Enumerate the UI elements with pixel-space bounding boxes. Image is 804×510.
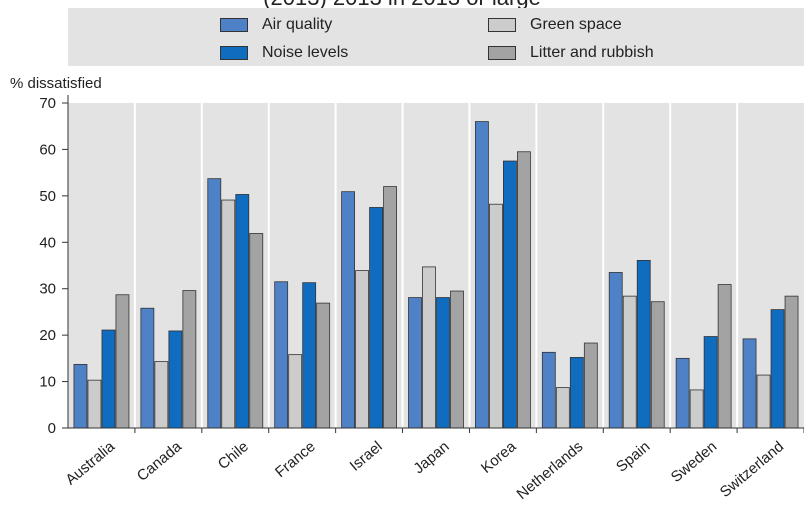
bar-noise-levels-chile <box>235 194 250 429</box>
bar-litter-and-rubbish-france <box>316 302 331 429</box>
y-tick-label: 40 <box>39 234 56 251</box>
bar-green-space-france <box>288 354 303 429</box>
bar-noise-levels-france <box>302 282 317 429</box>
x-tick-label-sweden: Sweden <box>668 438 720 486</box>
bar-green-space-netherlands <box>555 387 570 429</box>
bar-litter-and-rubbish-australia <box>115 294 130 429</box>
legend-entry-green-space: Green space <box>488 16 622 34</box>
y-tick-label: 0 <box>48 420 56 437</box>
legend-swatch-green-space <box>488 18 516 32</box>
bar-noise-levels-netherlands <box>569 357 584 429</box>
bar-green-space-sweden <box>689 389 704 429</box>
bar-air-quality-netherlands <box>541 351 556 429</box>
chart-title: (2013) 2013 in 2013 or large <box>0 0 804 8</box>
bar-green-space-israel <box>355 270 369 429</box>
bar-noise-levels-korea <box>503 160 517 429</box>
x-tick-label-korea: Korea <box>478 438 520 477</box>
bar-litter-and-rubbish-israel <box>383 186 397 429</box>
x-tick-label-australia: Australia <box>62 438 118 489</box>
y-tick-label: 30 <box>39 281 56 298</box>
bar-air-quality-japan <box>408 297 422 429</box>
bar-noise-levels-australia <box>101 329 116 429</box>
bar-green-space-korea <box>489 203 503 429</box>
bar-air-quality-chile <box>207 178 222 429</box>
legend-label-green-space: Green space <box>530 16 622 33</box>
bar-air-quality-sweden <box>675 357 690 429</box>
bar-noise-levels-switzerland <box>770 309 785 429</box>
bar-litter-and-rubbish-japan <box>450 290 464 429</box>
bar-air-quality-spain <box>608 272 623 429</box>
bar-air-quality-switzerland <box>742 338 757 429</box>
legend-swatch-litter-and-rubbish <box>488 46 516 60</box>
legend-swatch-air-quality <box>220 18 248 32</box>
legend-label-air-quality: Air quality <box>262 16 333 33</box>
legend-label-noise-levels: Noise levels <box>262 44 349 61</box>
bar-litter-and-rubbish-spain <box>650 301 665 429</box>
bar-noise-levels-canada <box>168 330 183 429</box>
legend-entry-air-quality: Air quality <box>220 16 332 34</box>
y-tick-label: 70 <box>39 95 56 112</box>
bar-green-space-chile <box>221 199 236 429</box>
x-tick-label-switzerland: Switzerland <box>717 438 787 501</box>
legend: Air quality Noise levels Green space Lit… <box>68 8 804 66</box>
bar-noise-levels-spain <box>636 259 651 429</box>
bars-layer <box>73 121 799 429</box>
x-tick-label-canada: Canada <box>134 438 186 485</box>
x-tick-label-japan: Japan <box>410 438 452 477</box>
bar-green-space-spain <box>622 295 637 429</box>
bar-litter-and-rubbish-chile <box>249 233 264 429</box>
legend-entry-noise-levels: Noise levels <box>220 44 348 62</box>
y-tick-label: 20 <box>39 327 56 344</box>
bar-litter-and-rubbish-korea <box>517 151 531 429</box>
x-tick-label-spain: Spain <box>613 438 653 476</box>
bar-air-quality-australia <box>73 363 88 429</box>
legend-entry-litter-and-rubbish: Litter and rubbish <box>488 44 654 62</box>
bar-green-space-switzerland <box>756 374 771 429</box>
bar-air-quality-korea <box>475 121 489 429</box>
legend-label-litter-and-rubbish: Litter and rubbish <box>530 44 654 61</box>
bar-air-quality-canada <box>140 307 155 429</box>
bar-green-space-canada <box>154 361 169 429</box>
bar-noise-levels-japan <box>436 297 450 429</box>
y-axis-label: % dissatisfied <box>10 75 102 92</box>
bar-litter-and-rubbish-sweden <box>717 284 732 429</box>
bar-noise-levels-sweden <box>703 336 718 429</box>
y-tick-label: 50 <box>39 188 56 205</box>
y-tick-label: 10 <box>39 374 56 391</box>
bar-green-space-japan <box>422 266 436 429</box>
bar-air-quality-france <box>274 281 289 429</box>
bar-litter-and-rubbish-switzerland <box>784 295 799 429</box>
bar-air-quality-israel <box>341 191 355 429</box>
legend-swatch-noise-levels <box>220 46 248 60</box>
x-tick-label-chile: Chile <box>215 438 252 473</box>
bar-litter-and-rubbish-canada <box>182 290 197 429</box>
x-tick-label-netherlands: Netherlands <box>513 438 586 503</box>
bar-green-space-australia <box>87 379 102 429</box>
bar-litter-and-rubbish-netherlands <box>583 342 598 429</box>
bar-noise-levels-israel <box>369 207 383 429</box>
x-tick-label-israel: Israel <box>347 438 386 475</box>
x-tick-label-france: France <box>272 438 319 481</box>
y-tick-label: 60 <box>39 141 56 158</box>
